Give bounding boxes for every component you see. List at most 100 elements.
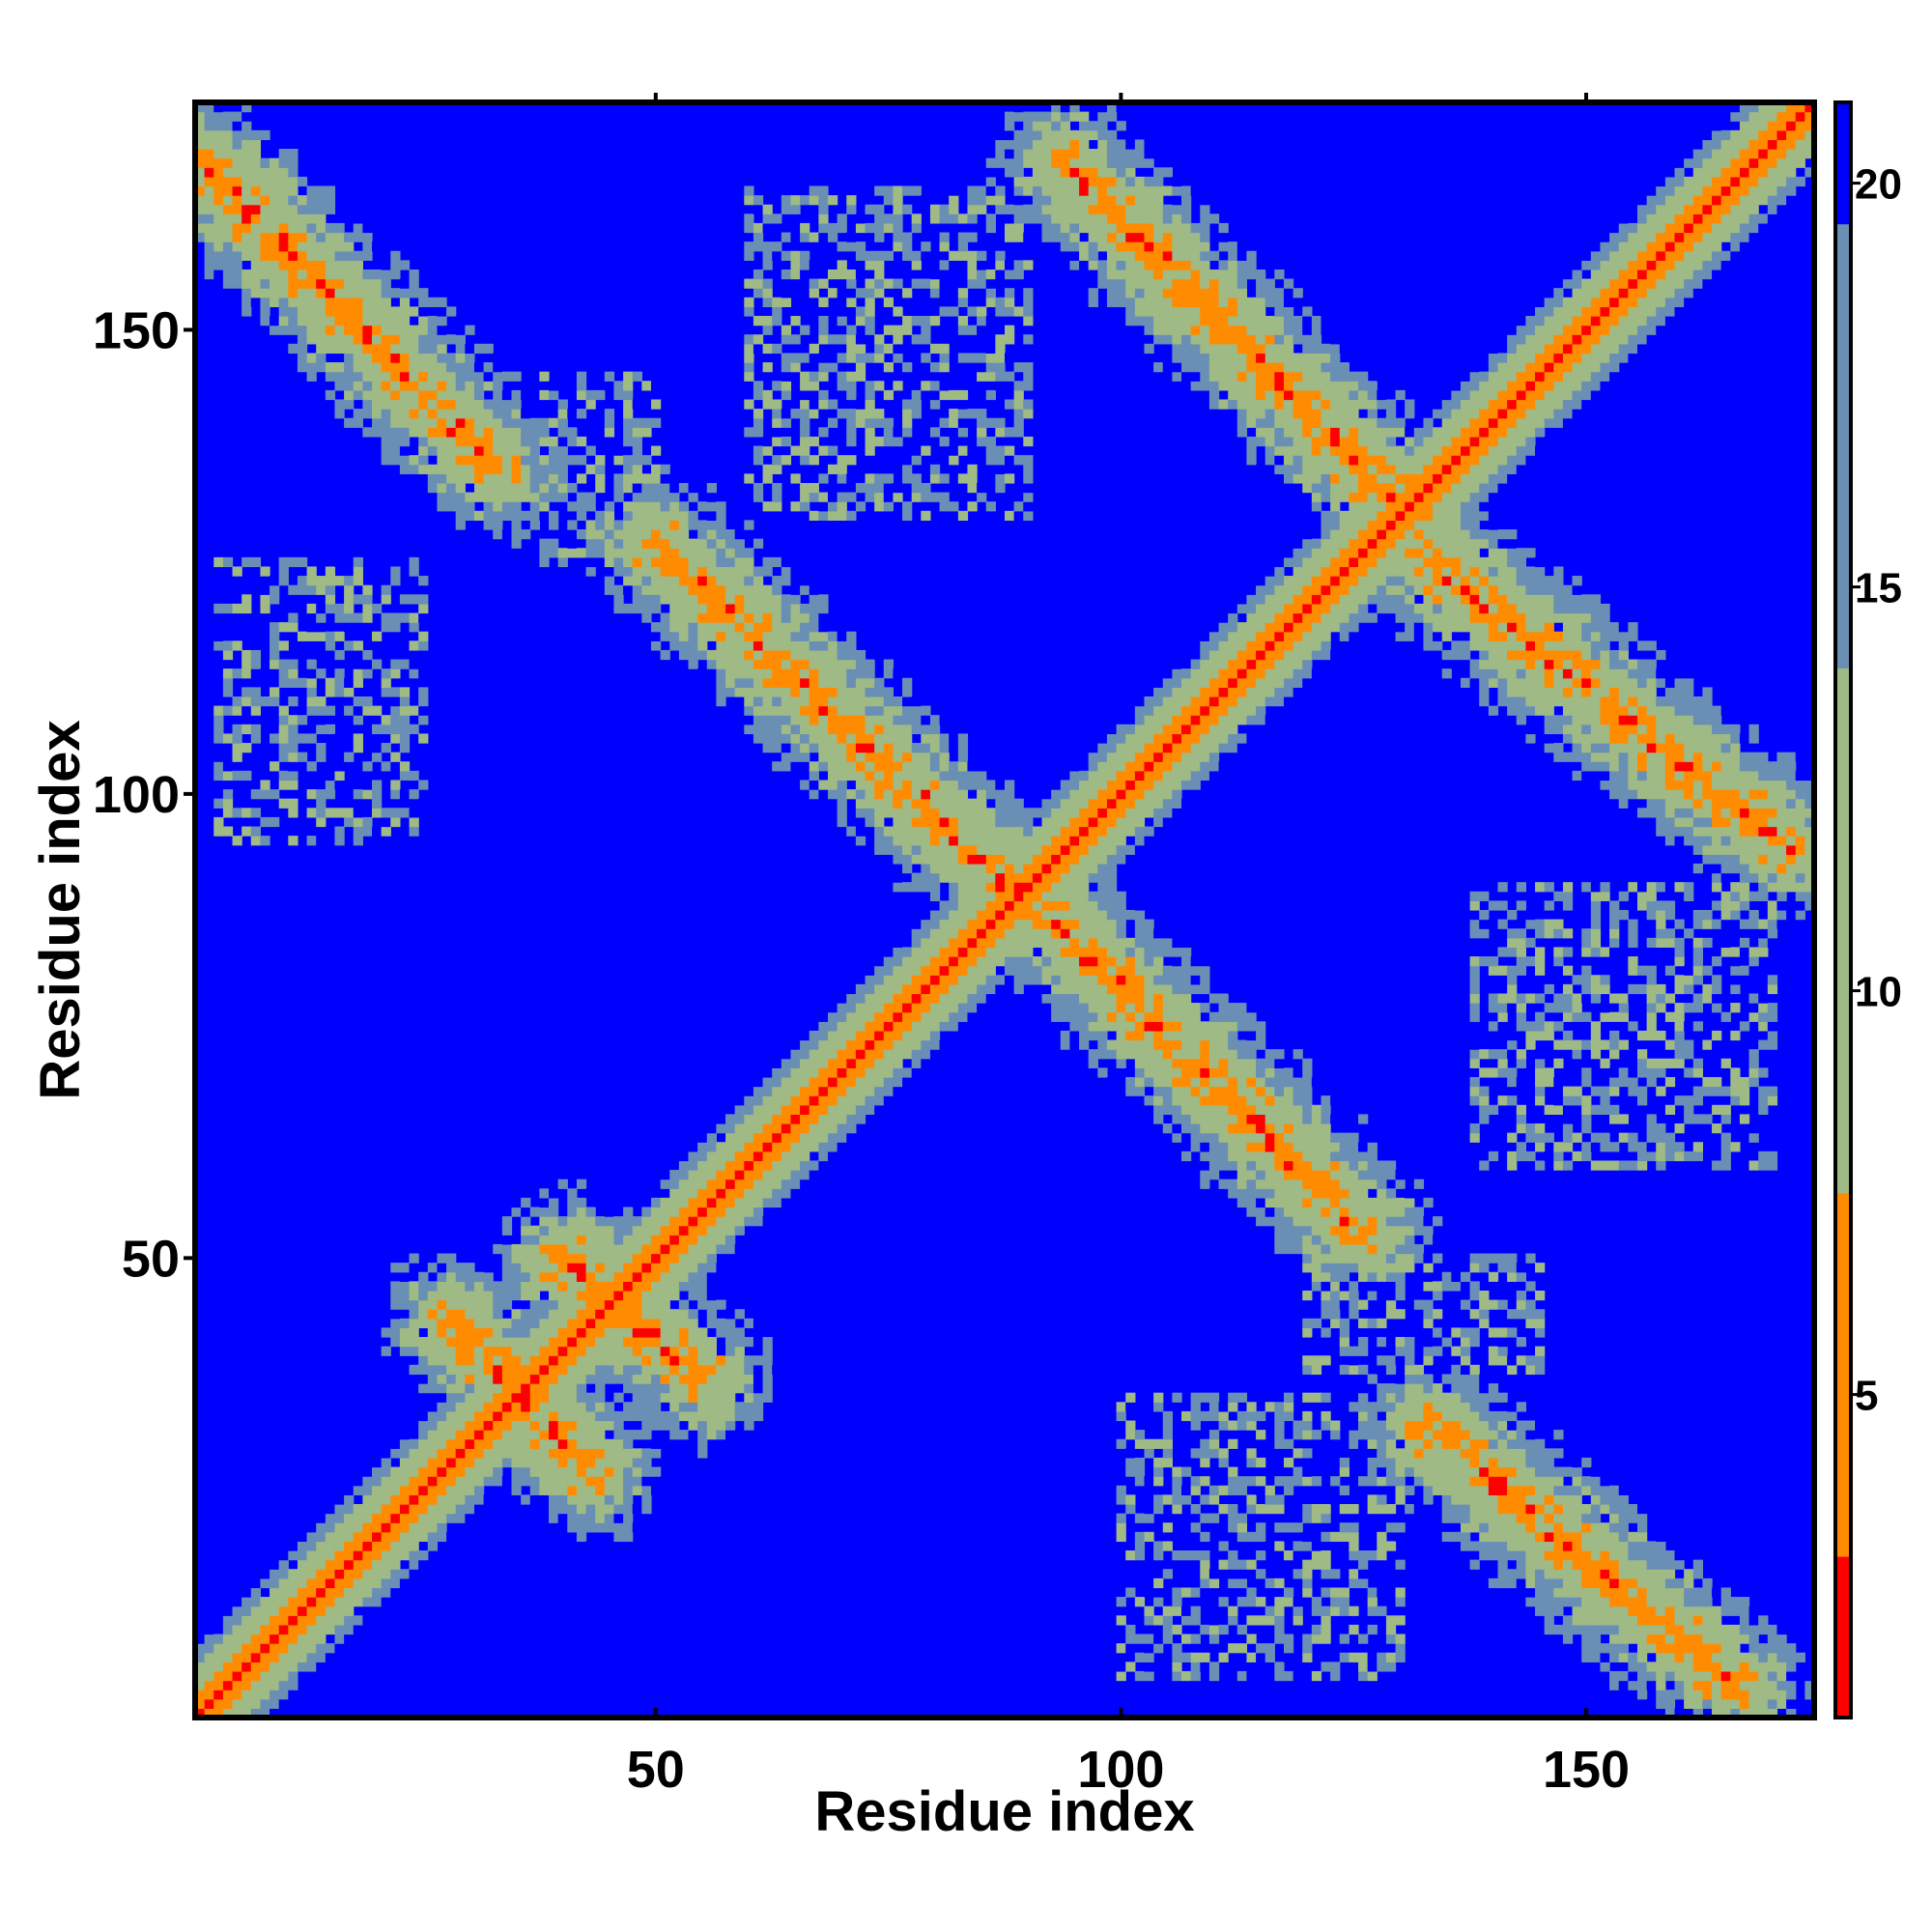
heatmap-cell: [1023, 213, 1034, 224]
heatmap-cell: [762, 250, 773, 261]
heatmap-cell: [753, 1225, 764, 1236]
heatmap-cell: [1097, 232, 1108, 242]
heatmap-cell: [893, 1067, 903, 1078]
heatmap-cell: [306, 297, 317, 307]
heatmap-cell: [316, 343, 327, 355]
heatmap-cell: [260, 594, 270, 605]
heatmap-cell: [529, 1503, 540, 1515]
heatmap-cell: [529, 1355, 540, 1366]
heatmap-cell: [846, 696, 857, 707]
heatmap-cell: [772, 576, 782, 586]
heatmap-cell: [483, 409, 494, 419]
heatmap-cell: [939, 232, 950, 242]
heatmap-cell: [372, 1577, 383, 1589]
heatmap-cell: [260, 167, 270, 178]
heatmap-cell: [325, 250, 336, 261]
heatmap-cell: [316, 297, 327, 307]
heatmap-cell: [1005, 353, 1015, 363]
heatmap-cell: [744, 1170, 754, 1180]
heatmap-cell: [827, 677, 838, 688]
heatmap-cell: [325, 1597, 336, 1607]
heatmap-cell: [1106, 965, 1118, 976]
heatmap-cell: [353, 733, 363, 744]
heatmap-cell: [660, 1197, 670, 1208]
heatmap-cell: [465, 1402, 475, 1412]
heatmap-cell: [288, 353, 298, 363]
heatmap-cell: [455, 1299, 466, 1310]
heatmap-cell: [706, 1151, 717, 1162]
heatmap-cell: [893, 882, 903, 893]
heatmap-cell: [232, 1615, 242, 1626]
heatmap-cell: [949, 975, 959, 985]
heatmap-cell: [753, 1402, 764, 1412]
heatmap-cell: [977, 371, 987, 382]
heatmap-cell: [455, 1438, 466, 1449]
heatmap-cell: [772, 640, 782, 651]
heatmap-cell: [929, 789, 941, 800]
heatmap-cell: [632, 1355, 642, 1366]
heatmap-cell: [213, 761, 224, 772]
heatmap-cell: [399, 455, 411, 466]
heatmap-cell: [762, 343, 773, 355]
heatmap-cell: [260, 780, 270, 790]
heatmap-cell: [362, 649, 373, 661]
heatmap-cell: [1023, 900, 1034, 911]
heatmap-cell: [883, 659, 895, 669]
heatmap-cell: [660, 1299, 670, 1310]
heatmap-cell: [855, 826, 867, 837]
heatmap-cell: [576, 1179, 587, 1189]
heatmap-cell: [688, 1383, 698, 1394]
heatmap-cell: [1041, 836, 1052, 846]
heatmap-cell: [921, 789, 931, 800]
heatmap-cell: [995, 836, 1006, 846]
heatmap-cell: [911, 780, 922, 790]
heatmap-cell: [781, 649, 792, 661]
heatmap-cell: [865, 297, 875, 307]
heatmap-cell: [1013, 381, 1024, 391]
heatmap-cell: [511, 1281, 522, 1292]
heatmap-cell: [344, 1531, 355, 1543]
heatmap-cell: [1032, 167, 1043, 178]
heatmap-cell: [827, 269, 838, 280]
heatmap-cell: [1023, 910, 1034, 921]
heatmap-cell: [576, 529, 587, 540]
heatmap-cell: [427, 1448, 439, 1459]
heatmap-cell: [837, 1049, 847, 1060]
heatmap-cell: [595, 1235, 606, 1245]
heatmap-cell: [399, 445, 411, 456]
heatmap-cell: [613, 1235, 624, 1245]
heatmap-cell: [455, 1503, 466, 1515]
heatmap-cell: [1023, 844, 1034, 855]
heatmap-cell: [827, 1123, 838, 1134]
heatmap-cell: [865, 1058, 875, 1068]
heatmap-cell: [409, 724, 419, 735]
heatmap-cell: [855, 659, 867, 669]
heatmap-cell: [260, 566, 270, 577]
heatmap-cell: [529, 1253, 540, 1264]
heatmap-cell: [697, 1142, 708, 1152]
heatmap-cell: [790, 213, 801, 224]
heatmap-cell: [995, 844, 1006, 855]
heatmap-cell: [306, 250, 317, 261]
heatmap-cell: [549, 1374, 559, 1384]
heatmap-cell: [800, 659, 810, 669]
heatmap-cell: [297, 334, 308, 345]
heatmap-cell: [473, 1402, 485, 1412]
heatmap-cell: [939, 343, 950, 355]
heatmap-cell: [688, 1364, 698, 1376]
heatmap-cell: [753, 1095, 764, 1106]
heatmap-cell: [650, 1485, 662, 1495]
heatmap-cell: [242, 121, 252, 131]
heatmap-cell: [660, 464, 670, 474]
heatmap-cell: [250, 1615, 262, 1626]
heatmap-cell: [195, 1670, 206, 1682]
heatmap-cell: [855, 242, 867, 252]
heatmap-cell: [493, 1485, 503, 1495]
heatmap-cell: [902, 770, 913, 781]
heatmap-cell: [567, 1410, 578, 1422]
heatmap-cell: [874, 715, 885, 725]
heatmap-cell: [1032, 176, 1043, 187]
heatmap-cell: [921, 1030, 931, 1041]
heatmap-cell: [1013, 947, 1024, 957]
heatmap-cell: [250, 1634, 262, 1644]
